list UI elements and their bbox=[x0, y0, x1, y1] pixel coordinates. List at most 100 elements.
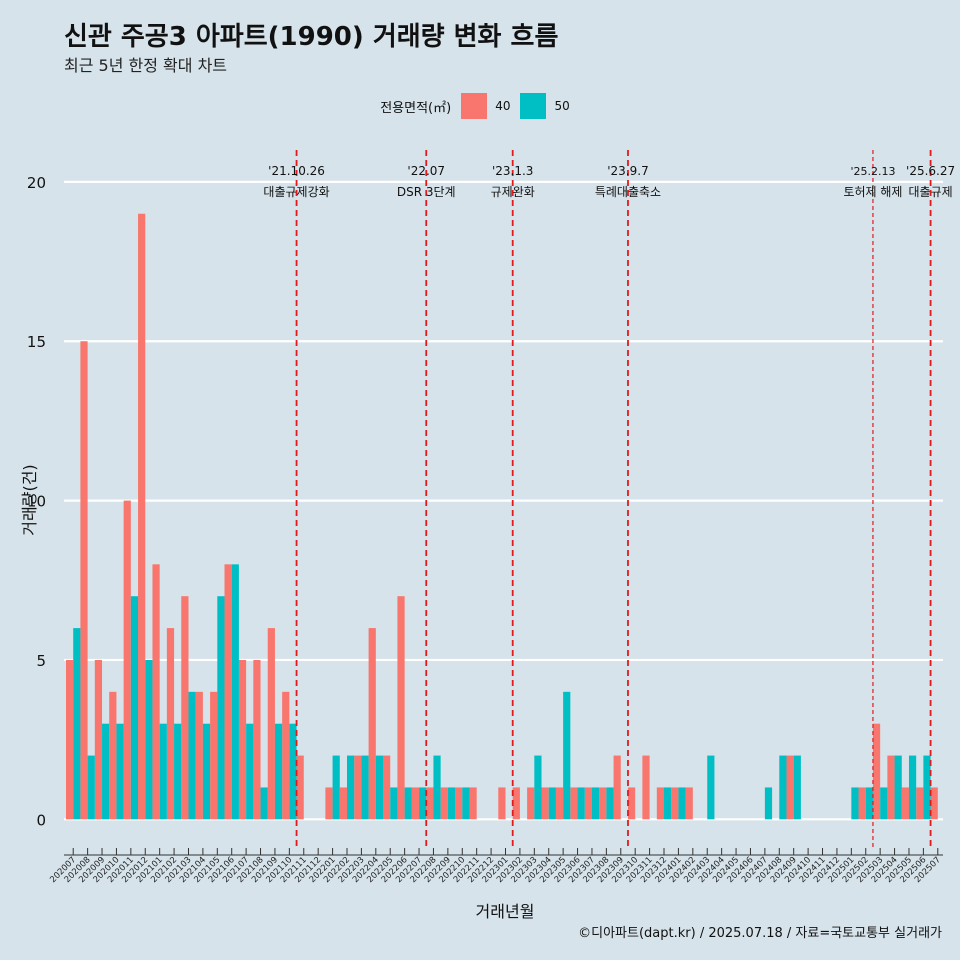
bar-40-202210 bbox=[455, 787, 463, 820]
bar-50-202503 bbox=[880, 787, 888, 820]
chart-title: 신관 주공3 아파트(1990) 거래량 변화 흐름 bbox=[64, 22, 559, 52]
x-axis-label: 거래년월 bbox=[475, 902, 535, 921]
bar-40-202205 bbox=[383, 755, 391, 820]
bar-40-202110 bbox=[282, 691, 290, 820]
bar-50-202110 bbox=[289, 723, 297, 820]
bar-50-202506 bbox=[923, 755, 931, 820]
bar-40-202009 bbox=[94, 659, 103, 820]
bar-40-202505 bbox=[901, 787, 909, 820]
event-date: '22.07 bbox=[407, 164, 445, 178]
bar-40-202302 bbox=[512, 787, 520, 820]
bar-40-202306 bbox=[570, 787, 578, 820]
bar-40-202104 bbox=[195, 691, 203, 820]
bar-50-202011 bbox=[130, 596, 139, 820]
event-date: '21.10.26 bbox=[268, 164, 325, 178]
bar-40-202207 bbox=[411, 787, 420, 820]
bar-50-202009 bbox=[102, 723, 110, 820]
bar-50-202305 bbox=[563, 691, 571, 820]
bar-40-202311 bbox=[642, 755, 650, 820]
legend-title: 전용면적(㎡) bbox=[380, 100, 452, 116]
event-label: DSR 3단계 bbox=[397, 185, 456, 199]
bar-50-202204 bbox=[375, 755, 384, 820]
bar-50-202307 bbox=[591, 787, 600, 820]
bar-40-202107 bbox=[238, 659, 247, 820]
bar-50-202106 bbox=[231, 564, 239, 820]
bar-50-202109 bbox=[274, 723, 283, 820]
y-tick-label: 5 bbox=[36, 652, 46, 670]
bar-50-202504 bbox=[894, 755, 902, 820]
bar-50-202401 bbox=[678, 787, 686, 820]
bar-40-202504 bbox=[887, 755, 895, 820]
chart-subtitle: 최근 5년 한정 확대 차트 bbox=[64, 56, 228, 75]
legend-label-50: 50 bbox=[554, 99, 570, 113]
event-date: '25.2.13 bbox=[850, 165, 895, 178]
bar-40-202507 bbox=[930, 787, 938, 820]
y-tick-label: 20 bbox=[27, 174, 46, 192]
bar-40-202203 bbox=[354, 755, 362, 820]
y-axis-label: 거래량(건) bbox=[20, 464, 39, 536]
bar-40-202409 bbox=[786, 755, 794, 820]
event-label: 규제완화 bbox=[491, 185, 535, 199]
bar-50-202206 bbox=[404, 787, 412, 820]
bar-50-202407 bbox=[764, 787, 773, 820]
event-date: '23.1.3 bbox=[492, 164, 533, 178]
legend-key-50 bbox=[520, 93, 547, 119]
bar-50-202308 bbox=[606, 787, 614, 820]
bar-50-202502 bbox=[865, 787, 873, 820]
bar-40-202401 bbox=[671, 787, 679, 820]
bar-50-202203 bbox=[361, 755, 369, 820]
event-date: '23.9.7 bbox=[607, 164, 648, 178]
bar-40-202202 bbox=[339, 787, 347, 820]
bar-40-202208 bbox=[426, 787, 434, 820]
bar-50-202104 bbox=[202, 723, 211, 820]
bar-50-202010 bbox=[116, 723, 124, 820]
bar-40-202305 bbox=[555, 787, 564, 820]
bar-50-202008 bbox=[87, 755, 95, 820]
event-label: 대출규제강화 bbox=[263, 185, 329, 199]
bar-40-202206 bbox=[397, 596, 405, 820]
bar-50-202409 bbox=[793, 755, 801, 820]
bar-50-202103 bbox=[188, 691, 196, 820]
bar-40-202012 bbox=[138, 213, 146, 820]
bar-40-202109 bbox=[267, 628, 275, 820]
bar-50-202303 bbox=[534, 755, 542, 820]
bar-50-202304 bbox=[548, 787, 556, 820]
bar-40-202211 bbox=[469, 787, 477, 820]
bar-50-202208 bbox=[433, 755, 441, 820]
y-tick-label: 15 bbox=[27, 333, 46, 351]
bar-40-202204 bbox=[368, 628, 376, 820]
bar-50-202209 bbox=[447, 787, 456, 820]
bar-50-202107 bbox=[246, 723, 254, 820]
bar-50-202408 bbox=[779, 755, 787, 820]
bar-50-202108 bbox=[260, 787, 268, 820]
bar-40-202310 bbox=[627, 787, 636, 820]
bar-50-202012 bbox=[145, 659, 153, 820]
bar-40-202308 bbox=[599, 787, 607, 820]
bar-40-202108 bbox=[253, 659, 261, 820]
legend-key-40 bbox=[461, 93, 488, 119]
bar-40-202402 bbox=[685, 787, 693, 820]
bar-40-202307 bbox=[584, 787, 592, 820]
bar-40-202011 bbox=[123, 500, 131, 820]
bar-50-202312 bbox=[664, 787, 672, 820]
bar-40-202503 bbox=[872, 723, 881, 820]
bar-50-202007 bbox=[73, 628, 81, 820]
bar-40-202102 bbox=[166, 628, 175, 820]
bar-40-202008 bbox=[80, 341, 88, 820]
event-label: 대출규제 bbox=[909, 185, 953, 199]
y-tick-label: 10 bbox=[27, 493, 46, 511]
bar-40-202301 bbox=[498, 787, 506, 820]
bar-40-202502 bbox=[858, 787, 866, 820]
event-date: '25.6.27 bbox=[906, 164, 955, 178]
y-tick-label: 0 bbox=[36, 811, 46, 829]
bar-40-202304 bbox=[541, 787, 549, 820]
event-label: 토허제 해제 bbox=[843, 185, 902, 199]
bar-50-202201 bbox=[332, 755, 340, 820]
bar-40-202111 bbox=[296, 755, 304, 820]
bar-50-202105 bbox=[217, 596, 225, 820]
bar-50-202210 bbox=[462, 787, 470, 820]
bar-40-202007 bbox=[66, 659, 74, 820]
bar-40-202103 bbox=[181, 596, 189, 820]
